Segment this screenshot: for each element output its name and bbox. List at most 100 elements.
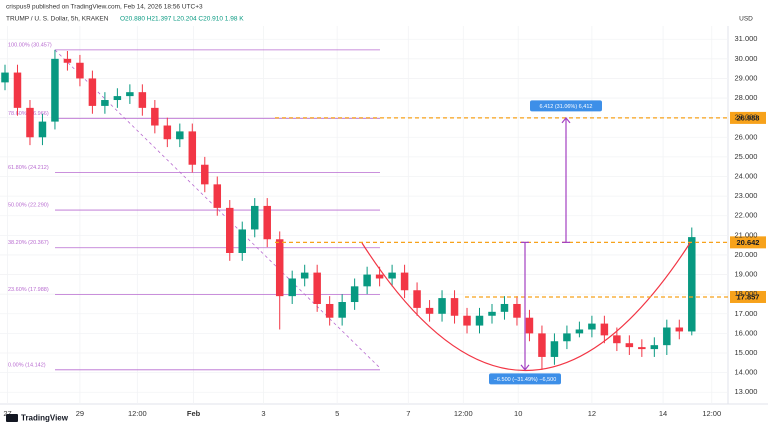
candle-body [463,315,471,326]
brand: TradingView [21,414,69,423]
level-tag [730,111,766,124]
level-label: 20.642 [737,238,760,247]
y-tick-label: 26.000 [735,132,758,141]
candle-body [400,272,409,291]
y-tick-label: 14.000 [735,368,758,377]
candle-body [475,315,484,326]
candle-body [338,302,346,318]
candle-body [550,341,559,357]
candle-body [513,303,521,318]
x-tick-label: 27 [3,409,11,418]
candle-body [613,335,621,344]
x-tick-label: 12:00 [454,409,473,418]
candle-body [500,303,509,312]
y-tick-label: 23.000 [735,191,758,200]
candle-body [151,107,159,126]
candle-body [600,323,609,336]
candle-body [488,311,496,316]
attribution: crispus9 published on TradingView.com, F… [6,4,203,11]
candle-body [238,229,246,253]
candle-body [538,333,546,357]
measure-label: −6.500 (−31.49%) −6,500 [494,377,557,383]
x-tick-label: 12:00 [128,409,147,418]
candle-body [388,272,396,279]
y-tick-label: 20.000 [735,250,758,259]
measures: 6.412 (31.06%) 6,412 −6.500 (−31.49%) −6,… [489,100,602,385]
level-tag [730,236,766,249]
fib-level-label: 23.60% (17.988) [8,287,49,293]
x-tick-label: 29 [76,409,84,418]
candle-body [663,327,671,346]
candle-body [525,317,534,334]
level-label: 26.988 [737,113,760,122]
candle-body [51,58,59,122]
candle-body [138,92,147,108]
symbol-title: TRUMP / U. S. Dollar, 5h, KRAKEN [6,16,109,23]
candle-body [413,290,421,308]
x-tick-label: 3 [261,409,265,418]
x-tick-label: 14 [659,409,667,418]
y-tick-label: 17.000 [735,309,758,318]
candle-body [13,72,22,108]
x-tick-label: 5 [335,409,339,418]
levels: 26.988 20.642 17.857 [275,111,766,303]
candle-body [450,298,459,316]
level-tag [730,290,766,303]
candle-body [325,303,334,318]
y-tick-label: 28.000 [735,93,758,102]
fib-level-label: 100.00% (30.457) [8,42,52,48]
x-tick-label: 10 [514,409,522,418]
logo: TradingView [6,414,69,423]
y-tick-label: 27.000 [735,113,758,122]
candle-body [363,274,371,287]
x-tick-label: Feb [187,409,201,418]
measure-box [489,373,561,385]
candle-body [650,345,659,350]
candle-body [101,100,109,106]
x-tick-label: 12 [588,409,596,418]
candle-body [213,184,222,208]
y-tick-label: 21.000 [735,230,758,239]
candle-body [575,329,584,334]
candle-body [438,298,446,314]
candle-body [26,107,34,138]
currency: USD [739,16,753,23]
x-tick-label: 7 [406,409,410,418]
candle-body [300,272,309,279]
candle-body [88,78,97,106]
candle-body [201,164,209,185]
y-tick-label: 15.000 [735,348,758,357]
y-tick-label: 24.000 [735,171,758,180]
y-tick-label: 30.000 [735,54,758,63]
candles [1,49,696,370]
arrow-head [520,364,530,371]
candle-body [313,272,321,304]
candle-body [375,274,384,279]
fib-level-label: 50.00% (22.290) [8,202,49,208]
fib-trend-line [54,49,381,369]
measure-label: 6.412 (31.06%) 6,412 [540,104,593,110]
candle-body [176,131,184,140]
candle-body [563,333,571,342]
candle-body [113,96,122,101]
candle-body [250,205,259,230]
candle-body [675,327,684,332]
y-tick-label: 19.000 [735,270,758,279]
cup-arc [361,242,691,371]
candle-body [38,121,47,138]
candle-body [188,131,197,165]
y-tick-label: 31.000 [735,34,758,43]
candle-body [625,343,634,348]
candle-body [425,307,434,314]
candle-body [638,347,646,350]
candle-body [163,125,172,140]
candle-body [350,286,359,303]
fib-level-label: 0.00% (14.142) [8,362,46,368]
candle-body [1,72,9,83]
candle-body [688,237,696,332]
y-tick-label: 16.000 [735,328,758,337]
y-tick-label: 25.000 [735,152,758,161]
x-tick-label: 12:00 [702,409,721,418]
